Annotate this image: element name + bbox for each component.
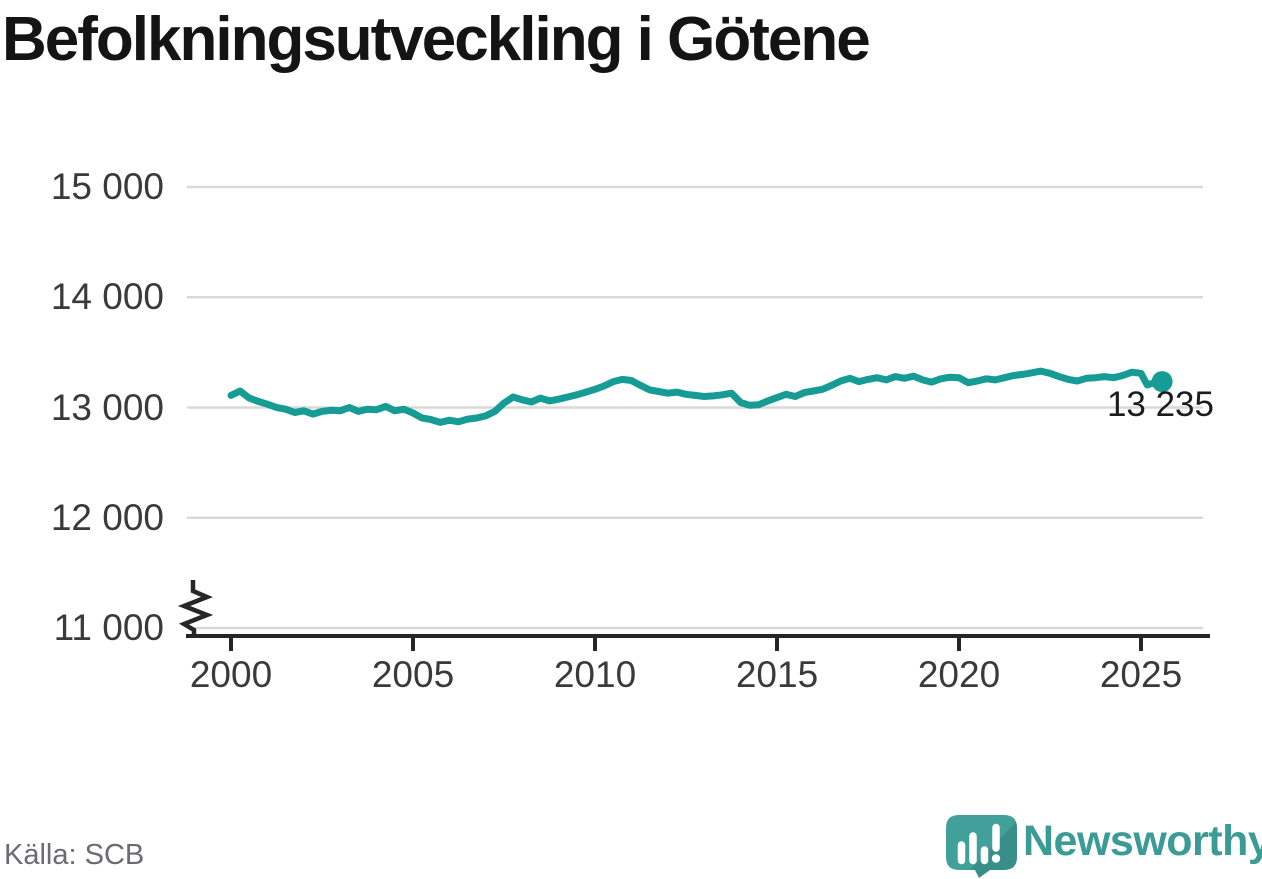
page-title: Befolkningsutveckling i Götene [2, 5, 871, 74]
axis-break-squiggle [177, 580, 214, 636]
newsworthy-logo-icon [946, 815, 1017, 878]
population-line [227, 367, 1166, 426]
y-tick-label: 14 000 [50, 276, 164, 317]
x-tick-label: 2020 [917, 654, 1001, 695]
source-note: Källa: SCB [4, 839, 145, 871]
y-tick-label: 11 000 [53, 607, 164, 648]
x-tick-label: 2005 [371, 654, 455, 695]
y-tick-label: 12 000 [50, 497, 164, 538]
latest-value-label: 13 235 [1106, 385, 1214, 424]
x-tick-label: 2000 [189, 654, 273, 695]
x-tick-label: 2025 [1099, 654, 1183, 695]
y-tick-label: 15 000 [50, 166, 164, 207]
end-point-marker [1151, 371, 1173, 393]
newsworthy-logo-text: Newsworthy [1023, 817, 1262, 865]
y-tick-label: 13 000 [50, 387, 164, 428]
x-tick-label: 2015 [735, 654, 819, 695]
x-tick-label: 2010 [553, 654, 637, 695]
exclamation-dot [991, 854, 1001, 863]
bubble-shade [962, 821, 1017, 878]
